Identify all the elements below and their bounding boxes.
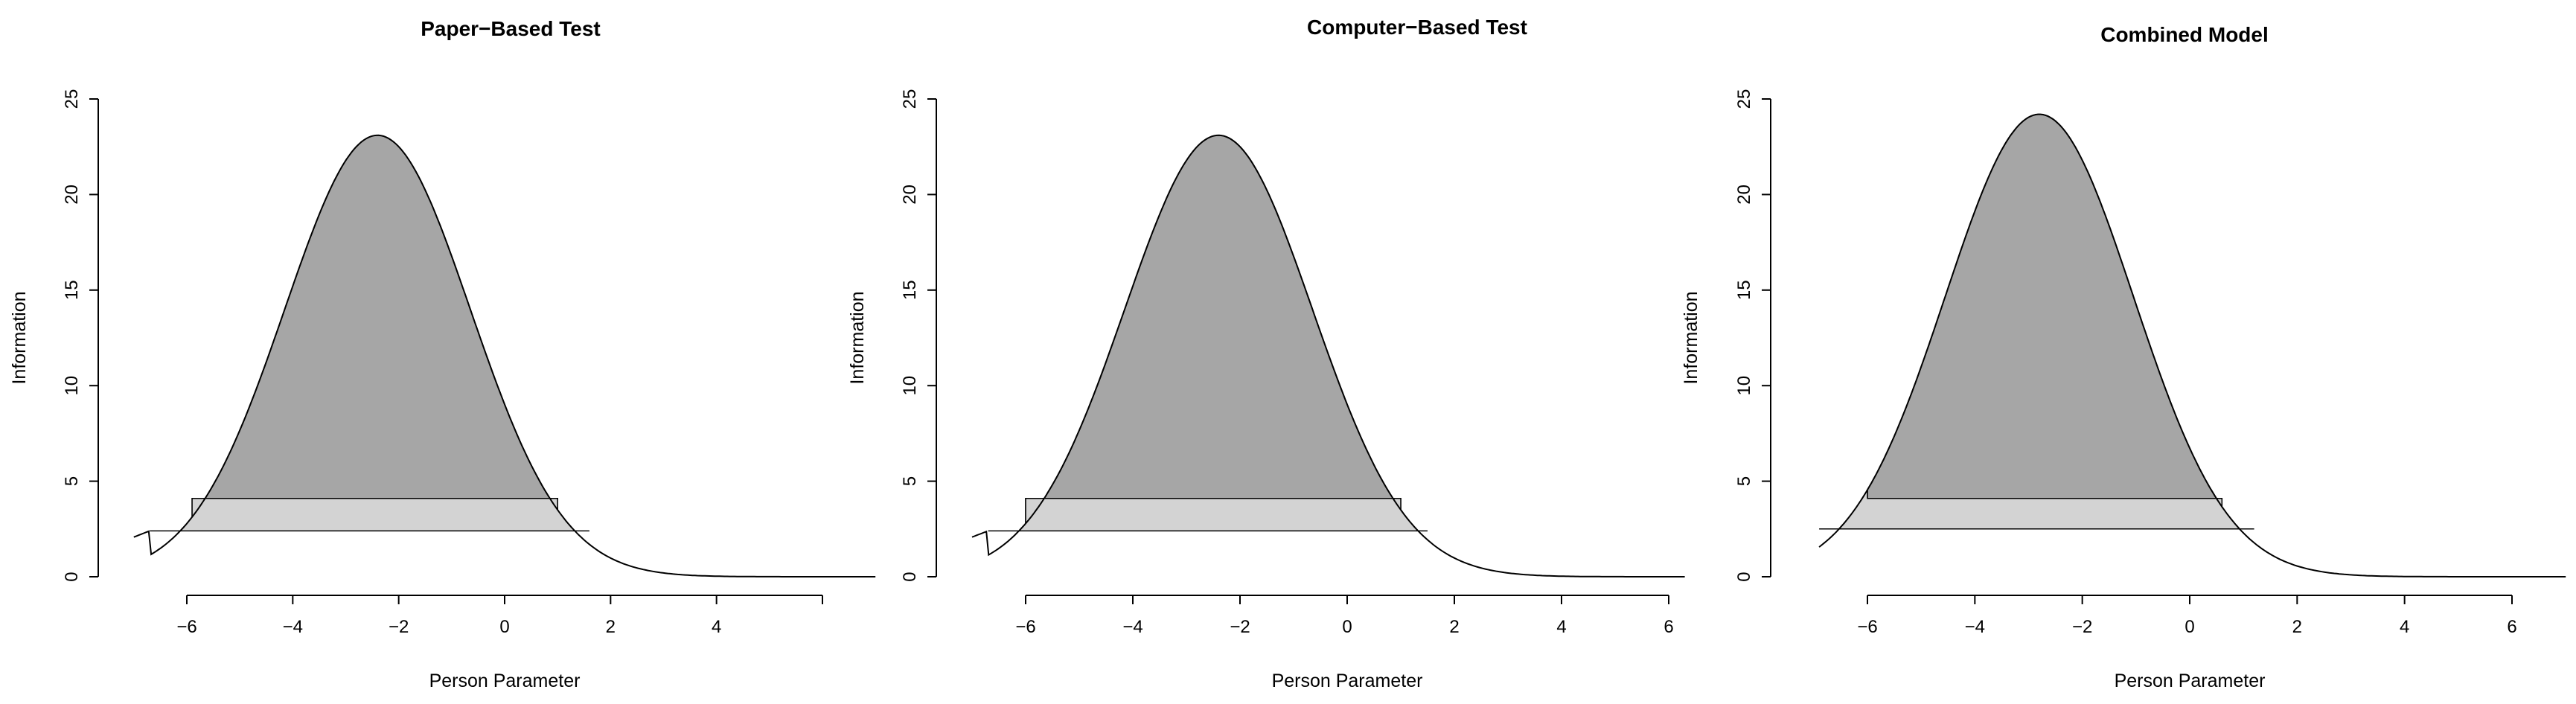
y-axis-title: Information	[1681, 291, 1701, 384]
x-tick-label: −4	[1122, 617, 1142, 637]
y-tick-label: 20	[900, 185, 920, 205]
y-tick-label: 15	[1734, 280, 1754, 300]
x-tick-label: 2	[606, 617, 616, 637]
y-tick-label: 25	[62, 89, 82, 109]
information-curve	[1818, 113, 2566, 577]
information-area-lower	[1819, 487, 2254, 530]
y-tick-label: 15	[900, 280, 920, 300]
x-tick-label: 6	[2507, 617, 2516, 637]
x-axis-title: Person Parameter	[429, 671, 581, 691]
chart-panel-1: 0 5 10 15 20 25 −6 −4 −2 0 2 4 Paper−Based Test Perso…	[9, 17, 876, 691]
x-tick-label: 4	[712, 617, 721, 637]
x-tick-label: 2	[1449, 617, 1459, 637]
information-area-upper	[191, 135, 558, 519]
x-axis-title: Person Parameter	[1272, 671, 1423, 691]
x-tick-label: −4	[1965, 617, 1985, 637]
chart-title: Paper−Based Test	[421, 17, 601, 40]
information-area-lower	[150, 497, 589, 532]
y-tick-label: 20	[62, 185, 82, 205]
y-tick-label: 20	[1734, 185, 1754, 205]
y-tick-label: 25	[1734, 89, 1754, 109]
y-tick-label: 10	[1734, 376, 1754, 396]
x-tick-label: −4	[283, 617, 303, 637]
chart-panel-2: 0 5 10 15 20 25 −6 −4 −2 0 2 4 6 Computer−Based Test P…	[847, 16, 1685, 691]
x-tick-label: 6	[1663, 617, 1673, 637]
y-tick-label: 0	[62, 572, 82, 581]
x-tick-label: −6	[1857, 617, 1877, 637]
x-tick-label: 0	[1342, 617, 1352, 637]
information-area-upper	[1867, 113, 2223, 509]
y-tick-label: 10	[62, 376, 82, 396]
information-curve	[971, 134, 1685, 577]
chart-panel-3: 0 5 10 15 20 25 −6 −4 −2 0 2 4 6 Combined Model Person…	[1681, 23, 2566, 691]
x-tick-label: 4	[2400, 617, 2409, 637]
y-axis-title: Information	[9, 291, 30, 384]
information-curve	[133, 134, 876, 577]
y-tick-label: 0	[1734, 572, 1754, 581]
y-tick-label: 5	[900, 476, 920, 486]
chart-title: Computer−Based Test	[1307, 16, 1527, 39]
y-tick-label: 5	[1734, 476, 1754, 486]
y-tick-label: 15	[62, 280, 82, 300]
x-tick-label: 2	[2292, 617, 2302, 637]
x-tick-label: −2	[389, 617, 409, 637]
y-axis-title: Information	[847, 291, 868, 384]
x-tick-label: 4	[1556, 617, 1566, 637]
chart-title: Combined Model	[2100, 23, 2269, 46]
information-area-upper	[1025, 135, 1402, 525]
y-tick-label: 0	[900, 572, 920, 581]
x-tick-label: −2	[2072, 617, 2092, 637]
y-tick-label: 5	[62, 476, 82, 486]
x-tick-label: −6	[176, 617, 196, 637]
x-axis-title: Person Parameter	[2115, 671, 2266, 691]
x-tick-label: −6	[1015, 617, 1035, 637]
y-tick-label: 10	[900, 376, 920, 396]
x-tick-label: −2	[1230, 617, 1250, 637]
y-tick-label: 25	[900, 89, 920, 109]
x-tick-label: 0	[499, 617, 509, 637]
information-area-lower	[988, 497, 1428, 532]
x-tick-label: 0	[2185, 617, 2194, 637]
